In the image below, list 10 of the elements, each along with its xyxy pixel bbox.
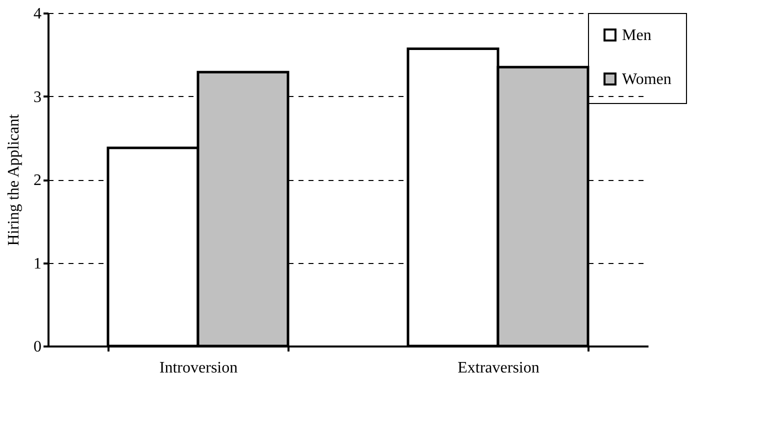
legend-label: Men	[622, 27, 652, 44]
x-tick-label: Introversion	[159, 360, 238, 376]
y-axis-title: Hiring the Applicant	[6, 114, 22, 246]
y-tick-label: 2	[34, 172, 42, 189]
y-tick-label: 4	[34, 6, 42, 22]
legend-label: Women	[622, 71, 672, 88]
x-tick-label: Extraversion	[458, 360, 540, 376]
y-tick-label: 1	[34, 255, 42, 272]
y-tick-label: 3	[34, 88, 42, 106]
y-tick-label: 0	[34, 338, 42, 356]
